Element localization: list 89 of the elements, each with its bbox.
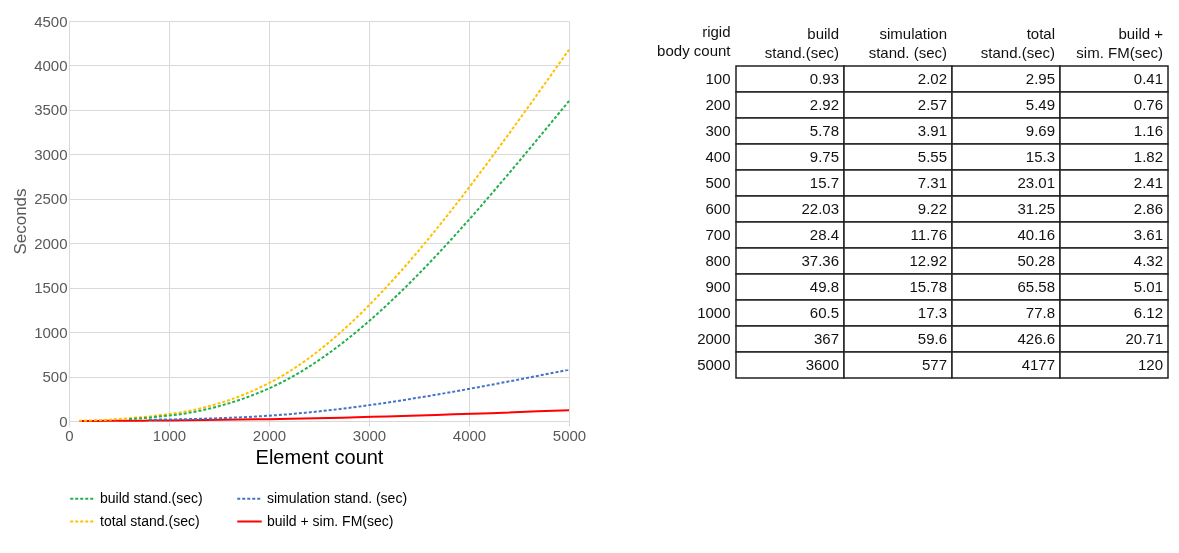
y-tick-label: 5000 (697, 356, 731, 373)
data-label: 40.16 (1017, 226, 1055, 243)
data-label: 5.49 (1025, 96, 1055, 113)
data-label: 2.02 (917, 70, 947, 87)
x-axis-title: Element count (255, 445, 384, 468)
x-tick-label: 2000 (252, 426, 287, 444)
data-label: 4.32 (1133, 252, 1163, 269)
data-label: 37.36 (801, 252, 839, 269)
data-label: 15.3 (1025, 148, 1055, 165)
data-label: 2.95 (1025, 70, 1055, 87)
data-label: 2.86 (1133, 200, 1163, 217)
data-label: 60.5 (809, 304, 839, 321)
data-label: 11.76 (910, 226, 947, 243)
y-tick-label: 2000 (34, 234, 68, 252)
x-tick-label: build + sim. FM(sec) (1076, 24, 1164, 61)
y-tick-label: 100 (705, 70, 731, 87)
legend-label: build + sim. FM(sec) (267, 512, 394, 529)
data-label: 367 (813, 330, 839, 347)
data-label: 9.69 (1025, 122, 1055, 139)
y-tick-label: 1000 (697, 304, 731, 321)
x-tick-label: 4000 (452, 426, 487, 444)
y-tick-label: 2000 (697, 330, 731, 347)
data-label: 6.12 (1133, 304, 1163, 321)
line-series (128, 100, 570, 421)
data-label: 0.93 (809, 70, 839, 87)
legend-label: total stand.(sec) (100, 512, 200, 529)
y-tick-label: 800 (705, 252, 731, 269)
y-tick-label: 3500 (34, 101, 68, 119)
data-label: 5.55 (917, 148, 947, 165)
data-label: 31.25 (1017, 200, 1055, 217)
data-label: 120 (1137, 356, 1163, 373)
y-tick-label: 1500 (34, 279, 68, 297)
data-label: 3.61 (1133, 226, 1163, 243)
data-label: 3.91 (917, 122, 947, 139)
y-tick-label: 500 (42, 368, 68, 386)
data-label: 50.28 (1017, 252, 1055, 269)
y-axis-title: Seconds (11, 188, 31, 255)
data-label: 77.8 (1025, 304, 1055, 321)
data-label: 5.01 (1133, 278, 1163, 295)
data-label: 7.31 (917, 174, 947, 191)
data-label: 20.71 (1125, 330, 1163, 347)
data-label: 15.78 (909, 278, 947, 295)
data-label: 15.7 (809, 174, 839, 191)
data-label: 9.75 (809, 148, 839, 165)
y-tick-label: 4000 (34, 56, 68, 74)
data-label: 2.92 (809, 96, 839, 113)
data-label: 5.78 (809, 122, 839, 139)
data-label: 426.6 (1017, 330, 1055, 347)
y-tick-label: 400 (705, 148, 731, 165)
y-tick-label: 900 (705, 278, 731, 295)
line-series (148, 368, 570, 421)
legend-label: simulation stand. (sec) (267, 489, 408, 506)
data-label: 12.92 (909, 252, 947, 269)
y-tick-label: 200 (705, 96, 731, 113)
x-tick-label: 1000 (152, 426, 187, 444)
y-axis-title: rigid body count (657, 22, 732, 59)
data-label: 28.4 (809, 226, 839, 243)
data-label: 2.41 (1133, 174, 1163, 191)
y-tick-label: 600 (705, 200, 731, 217)
data-label: 9.22 (917, 200, 947, 217)
data-label: 0.76 (1133, 96, 1163, 113)
data-label: 2.57 (917, 96, 947, 113)
y-tick-label: 300 (705, 122, 731, 139)
data-label: 0.41 (1133, 70, 1163, 87)
data-label: 22.03 (801, 200, 839, 217)
y-tick-label: 4500 (34, 12, 68, 30)
line-series (78, 48, 570, 422)
y-tick-label: 0 (59, 412, 68, 430)
y-tick-label: 700 (705, 226, 731, 243)
y-tick-label: 500 (705, 174, 731, 191)
legend-label: build stand.(sec) (100, 489, 203, 506)
y-tick-label: 1000 (34, 323, 68, 341)
x-tick-label: total stand.(sec) (980, 24, 1055, 61)
data-label: 3600 (805, 356, 839, 373)
data-label: 1.82 (1133, 148, 1163, 165)
data-label: 59.6 (917, 330, 947, 347)
data-label: 49.8 (809, 278, 839, 295)
data-label: 577 (921, 356, 947, 373)
x-tick-label: 3000 (352, 426, 387, 444)
data-label: 4177 (1021, 356, 1055, 373)
y-tick-label: 2500 (34, 190, 68, 208)
data-label: 1.16 (1133, 122, 1163, 139)
data-label: 65.58 (1017, 278, 1055, 295)
y-tick-label: 3000 (34, 145, 68, 163)
data-label: 17.3 (917, 304, 947, 321)
x-tick-label: build stand.(sec) (764, 24, 839, 61)
x-tick-label: 5000 (552, 426, 587, 444)
x-tick-label: simulation stand. (sec) (868, 24, 947, 61)
data-label: 23.01 (1017, 174, 1055, 191)
